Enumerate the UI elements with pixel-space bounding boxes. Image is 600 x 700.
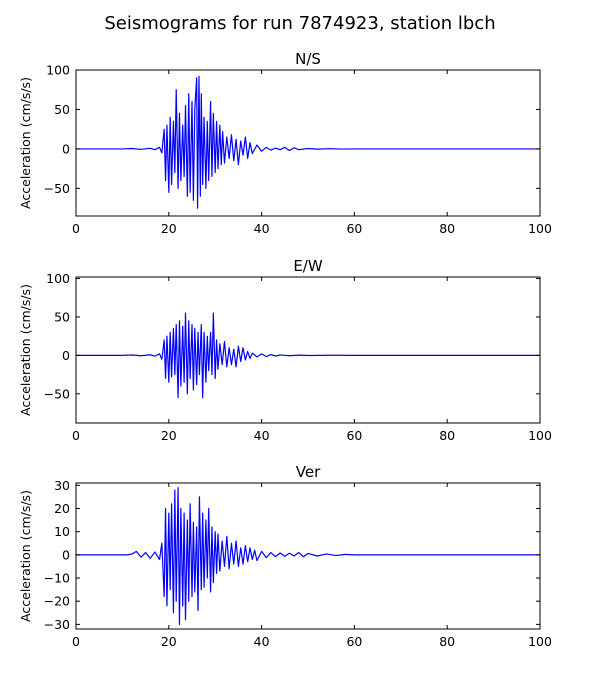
x-tick-label: 100 xyxy=(528,634,552,649)
x-tick-label: 0 xyxy=(72,221,80,236)
y-tick-label: 50 xyxy=(54,102,70,117)
y-tick-label: −10 xyxy=(44,571,70,586)
seismogram-trace-ew xyxy=(76,312,540,399)
y-tick-label: 100 xyxy=(46,63,70,78)
panel-title: N/S xyxy=(295,50,321,68)
panel-title: E/W xyxy=(293,257,323,275)
x-tick-label: 60 xyxy=(346,221,362,236)
x-tick-label: 0 xyxy=(72,634,80,649)
x-tick-label: 40 xyxy=(254,221,270,236)
x-tick-label: 20 xyxy=(161,634,177,649)
x-tick-label: 100 xyxy=(528,428,552,443)
y-axis-label: Acceleration (cm/s/s) xyxy=(18,77,33,209)
y-tick-label: 0 xyxy=(62,547,70,562)
x-tick-label: 0 xyxy=(72,428,80,443)
x-tick-label: 20 xyxy=(161,428,177,443)
x-tick-label: 60 xyxy=(346,634,362,649)
x-tick-label: 60 xyxy=(346,428,362,443)
axes-frame xyxy=(75,482,541,630)
y-tick-label: −50 xyxy=(44,181,70,196)
x-tick-label: 20 xyxy=(161,221,177,236)
x-tick-label: 80 xyxy=(439,634,455,649)
axes-frame xyxy=(75,69,541,217)
y-tick-label: 50 xyxy=(54,309,70,324)
y-tick-label: 0 xyxy=(62,348,70,363)
y-tick-label: 100 xyxy=(46,271,70,286)
y-tick-label: 0 xyxy=(62,141,70,156)
x-tick-label: 40 xyxy=(254,634,270,649)
y-tick-label: −30 xyxy=(44,617,70,632)
axes-frame xyxy=(75,276,541,424)
seismogram-trace-ver xyxy=(76,487,540,625)
panel-ns: N/S Acceleration (cm/s/s) 0 20 40 60 80 100 −50 0… xyxy=(18,50,552,236)
y-axis-label: Acceleration (cm/s/s) xyxy=(18,490,33,622)
seismogram-trace-ns xyxy=(76,75,540,209)
x-tick-label: 100 xyxy=(528,221,552,236)
y-tick-label: 30 xyxy=(54,478,70,493)
y-tick-label: 20 xyxy=(54,501,70,516)
y-tick-label: −50 xyxy=(44,386,70,401)
figure-title: Seismograms for run 7874923, station lbc… xyxy=(104,13,495,34)
panel-title: Ver xyxy=(296,463,321,481)
y-tick-label: 10 xyxy=(54,524,70,539)
x-tick-label: 80 xyxy=(439,428,455,443)
y-tick-label: −20 xyxy=(44,594,70,609)
x-tick-label: 80 xyxy=(439,221,455,236)
y-axis-label: Acceleration (cm/s/s) xyxy=(18,284,33,416)
x-tick-label: 40 xyxy=(254,428,270,443)
panel-ew: E/W Acceleration (cm/s/s) 0 20 40 60 80 100 −50 0… xyxy=(18,257,552,443)
